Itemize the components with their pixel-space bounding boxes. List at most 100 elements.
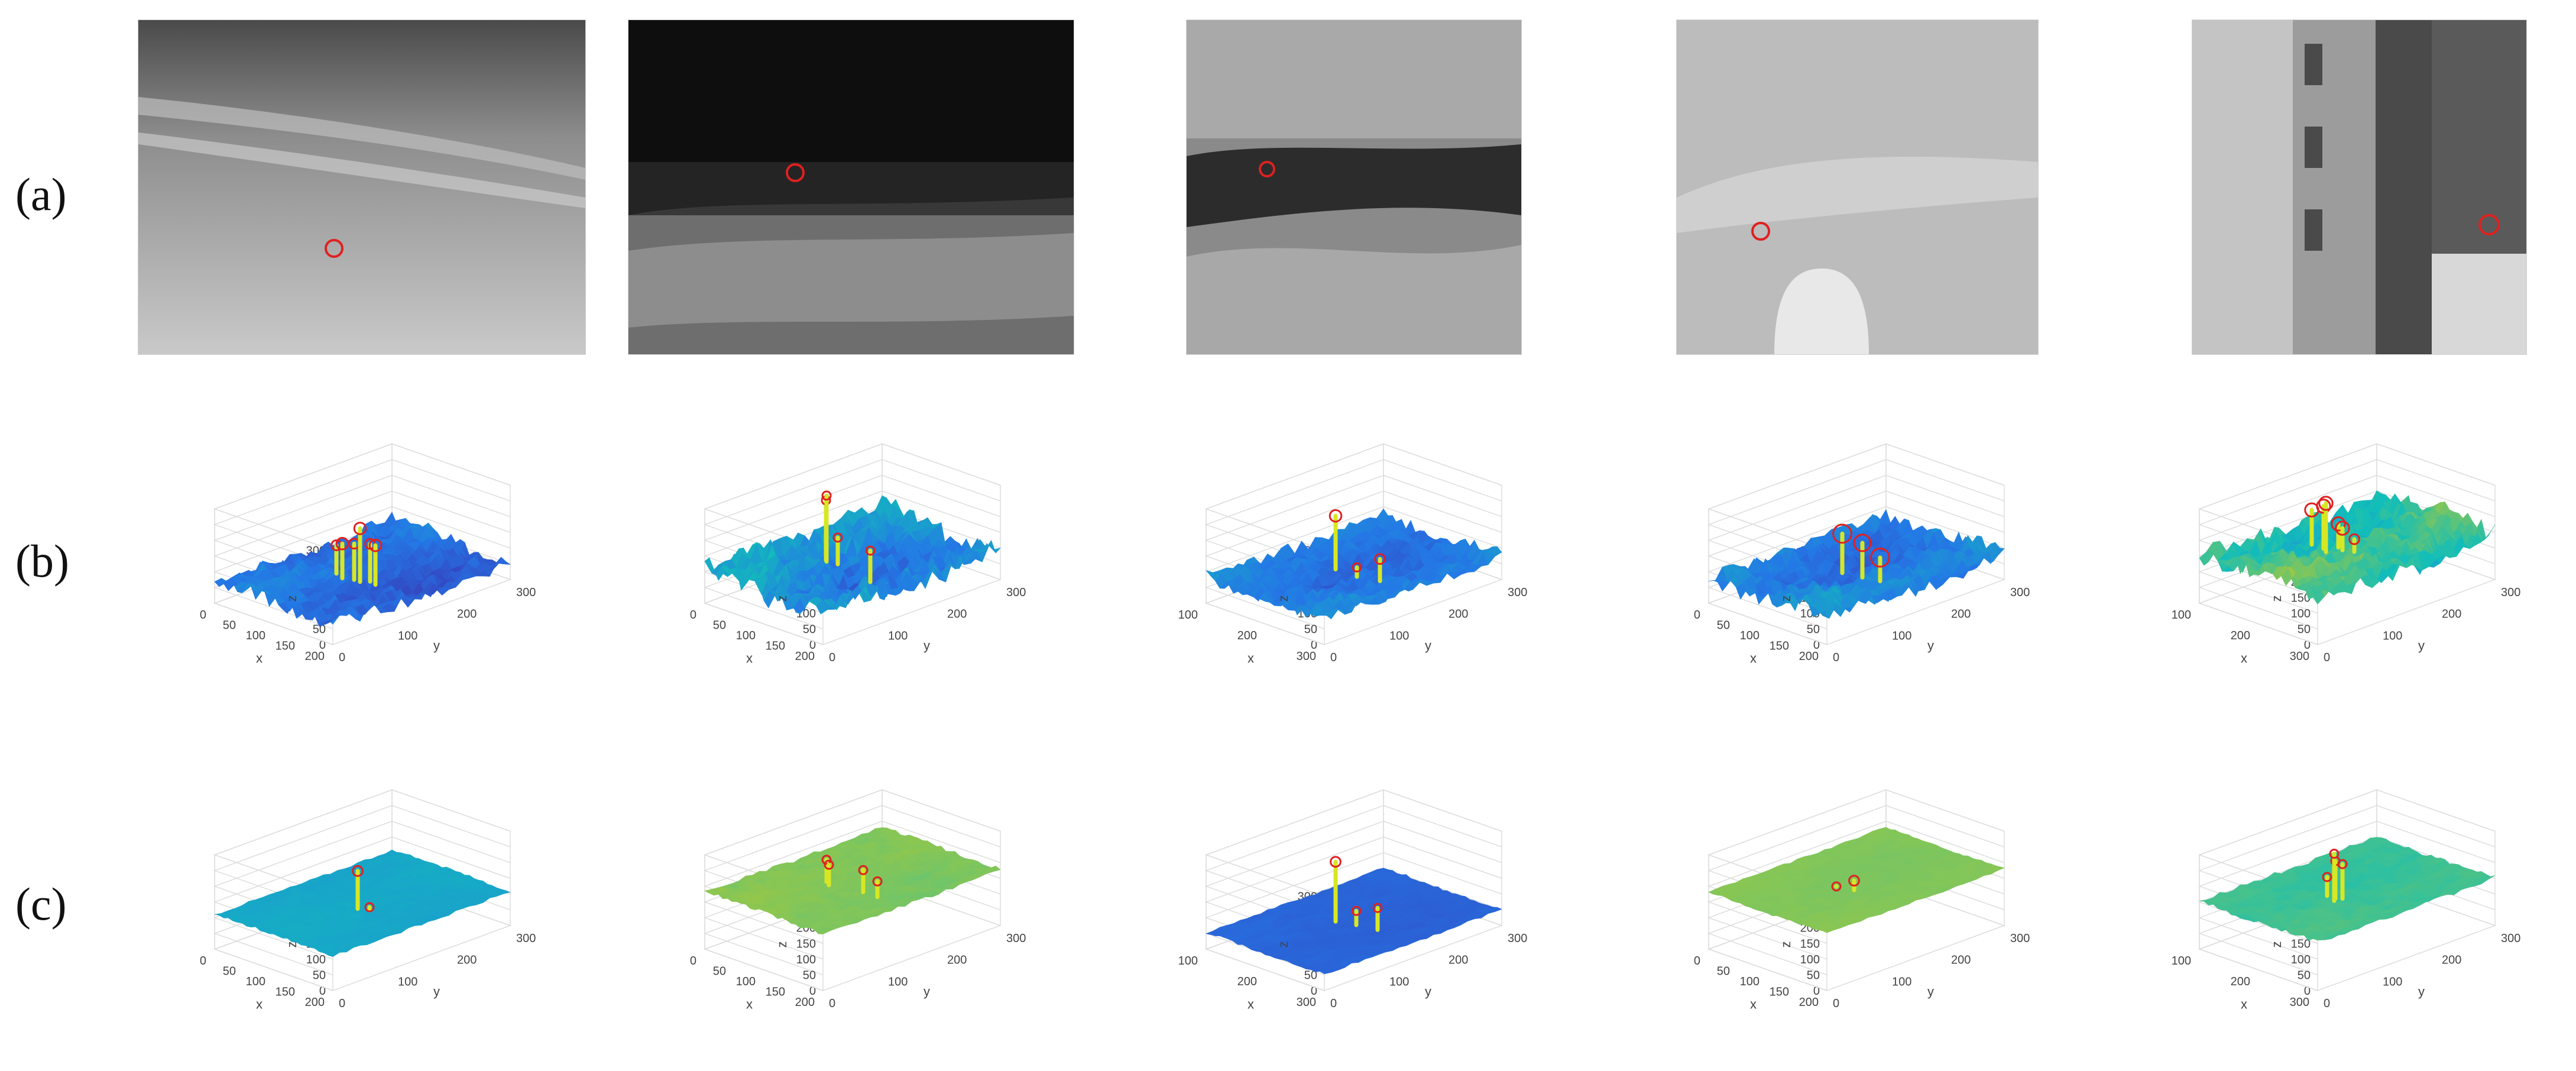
z-axis-label: z — [1276, 596, 1291, 602]
y-axis-label: y — [1425, 638, 1431, 653]
x-tick-label: 150 — [276, 640, 295, 653]
z-tick-label: 0 — [319, 639, 326, 652]
y-tick-label: 0 — [1833, 651, 1839, 664]
x-tick-label: 150 — [276, 986, 295, 999]
x-tick-label: 100 — [736, 975, 756, 988]
y-tick-label: 100 — [1389, 629, 1409, 642]
x-tick-label: 100 — [246, 975, 265, 988]
y-tick-label: 0 — [339, 997, 345, 1010]
target-marker — [872, 876, 883, 886]
x-tick-label: 0 — [200, 954, 206, 968]
target-marker — [824, 859, 834, 870]
y-axis-label: y — [2418, 638, 2425, 653]
x-tick-label: 150 — [766, 986, 785, 999]
y-tick-label: 0 — [1330, 997, 1337, 1010]
row-label-c: (c) — [15, 878, 67, 930]
x-tick-label: 0 — [690, 609, 696, 622]
x-tick-label: 150 — [766, 640, 785, 653]
target-marker — [1853, 533, 1872, 552]
target-marker — [1372, 902, 1383, 913]
z-tick-label: 0 — [809, 985, 816, 998]
z-tick-label: 150 — [2291, 937, 2311, 950]
x-tick-label: 200 — [1237, 975, 1257, 988]
x-tick-label: 50 — [1717, 965, 1730, 978]
surface-plot: 0501001502002503000501001502000100200300… — [628, 748, 1077, 1062]
x-axis-label: x — [746, 997, 753, 1012]
x-tick-label: 300 — [1297, 650, 1316, 663]
target-marker — [2316, 499, 2331, 514]
x-tick-label: 200 — [305, 650, 325, 663]
z-tick-label: 150 — [1800, 937, 1820, 950]
y-tick-label: 200 — [1951, 954, 1971, 967]
target-marker — [1832, 523, 1852, 544]
surface-plot: 0501001502002503001002003000100200300xyz — [2123, 748, 2572, 1062]
target-marker — [1870, 547, 1890, 568]
y-tick-label: 300 — [1508, 586, 1527, 599]
y-tick-label: 100 — [1892, 975, 1911, 988]
target-marker — [1831, 881, 1842, 892]
infrared-image-3 — [1186, 20, 1522, 355]
x-axis-label: x — [1248, 997, 1254, 1012]
z-axis-label: z — [775, 941, 789, 948]
target-marker — [832, 532, 843, 543]
surface-plot: 0501001502002503000501001502000100200300… — [1632, 402, 2081, 716]
y-tick-label: 0 — [1330, 651, 1337, 664]
z-tick-label: 50 — [313, 969, 326, 982]
z-tick-label: 0 — [1813, 639, 1820, 652]
surface-plot: 0501001502002503000501001502000100200300… — [1632, 748, 2081, 1062]
surface-plot: 0501001502002503001002003000100200300xyz — [1129, 748, 1579, 1062]
target-marker — [368, 538, 383, 552]
surface-mesh — [704, 495, 1001, 615]
target-marker — [786, 163, 805, 182]
z-axis-label: z — [284, 941, 299, 948]
y-tick-label: 100 — [2383, 975, 2402, 988]
target-marker — [2348, 533, 2360, 545]
y-tick-label: 0 — [829, 651, 835, 664]
y-tick-label: 300 — [516, 932, 536, 945]
x-tick-label: 50 — [223, 619, 236, 632]
target-marker — [2331, 516, 2346, 532]
z-tick-label: 50 — [1304, 623, 1317, 636]
x-tick-label: 200 — [1799, 650, 1819, 663]
target-marker — [2335, 520, 2350, 536]
target-marker — [2318, 496, 2334, 511]
target-marker — [1352, 562, 1362, 572]
y-tick-label: 200 — [2442, 608, 2461, 621]
y-tick-label: 100 — [888, 629, 908, 642]
z-tick-label: 0 — [319, 985, 326, 998]
z-axis-label: z — [775, 596, 789, 602]
x-tick-label: 100 — [2172, 954, 2191, 968]
z-tick-label: 50 — [313, 623, 326, 636]
y-axis-label: y — [2418, 984, 2425, 999]
target-marker — [352, 865, 364, 877]
target-marker — [821, 855, 832, 865]
z-tick-label: 50 — [1807, 969, 1820, 982]
y-tick-label: 300 — [1006, 932, 1026, 945]
y-axis-label: y — [433, 638, 440, 653]
surface-mesh — [2199, 837, 2496, 941]
z-tick-label: 0 — [1311, 985, 1317, 998]
x-tick-label: 50 — [223, 965, 236, 978]
target-marker — [2337, 859, 2348, 869]
surface-mesh — [214, 512, 511, 627]
target-marker — [1848, 875, 1860, 887]
y-tick-label: 300 — [2010, 586, 2030, 599]
x-axis-label: x — [256, 651, 263, 666]
target-marker — [1259, 161, 1275, 177]
x-tick-label: 300 — [2290, 650, 2309, 663]
x-tick-label: 100 — [246, 629, 265, 642]
z-tick-label: 50 — [803, 969, 816, 982]
target-marker — [858, 865, 869, 875]
x-tick-label: 200 — [305, 996, 325, 1009]
surface-plot: 0501001502002503001002003000100200300xyz — [1129, 402, 1579, 716]
target-marker — [325, 239, 344, 258]
target-marker — [1374, 553, 1386, 565]
x-tick-label: 200 — [1799, 996, 1819, 1009]
y-tick-label: 100 — [398, 629, 417, 642]
z-axis-label: z — [2269, 596, 2284, 602]
y-axis-label: y — [924, 984, 930, 999]
x-tick-label: 200 — [1237, 629, 1257, 642]
target-marker — [821, 490, 832, 501]
y-tick-label: 0 — [1833, 997, 1839, 1010]
target-marker — [353, 522, 367, 535]
